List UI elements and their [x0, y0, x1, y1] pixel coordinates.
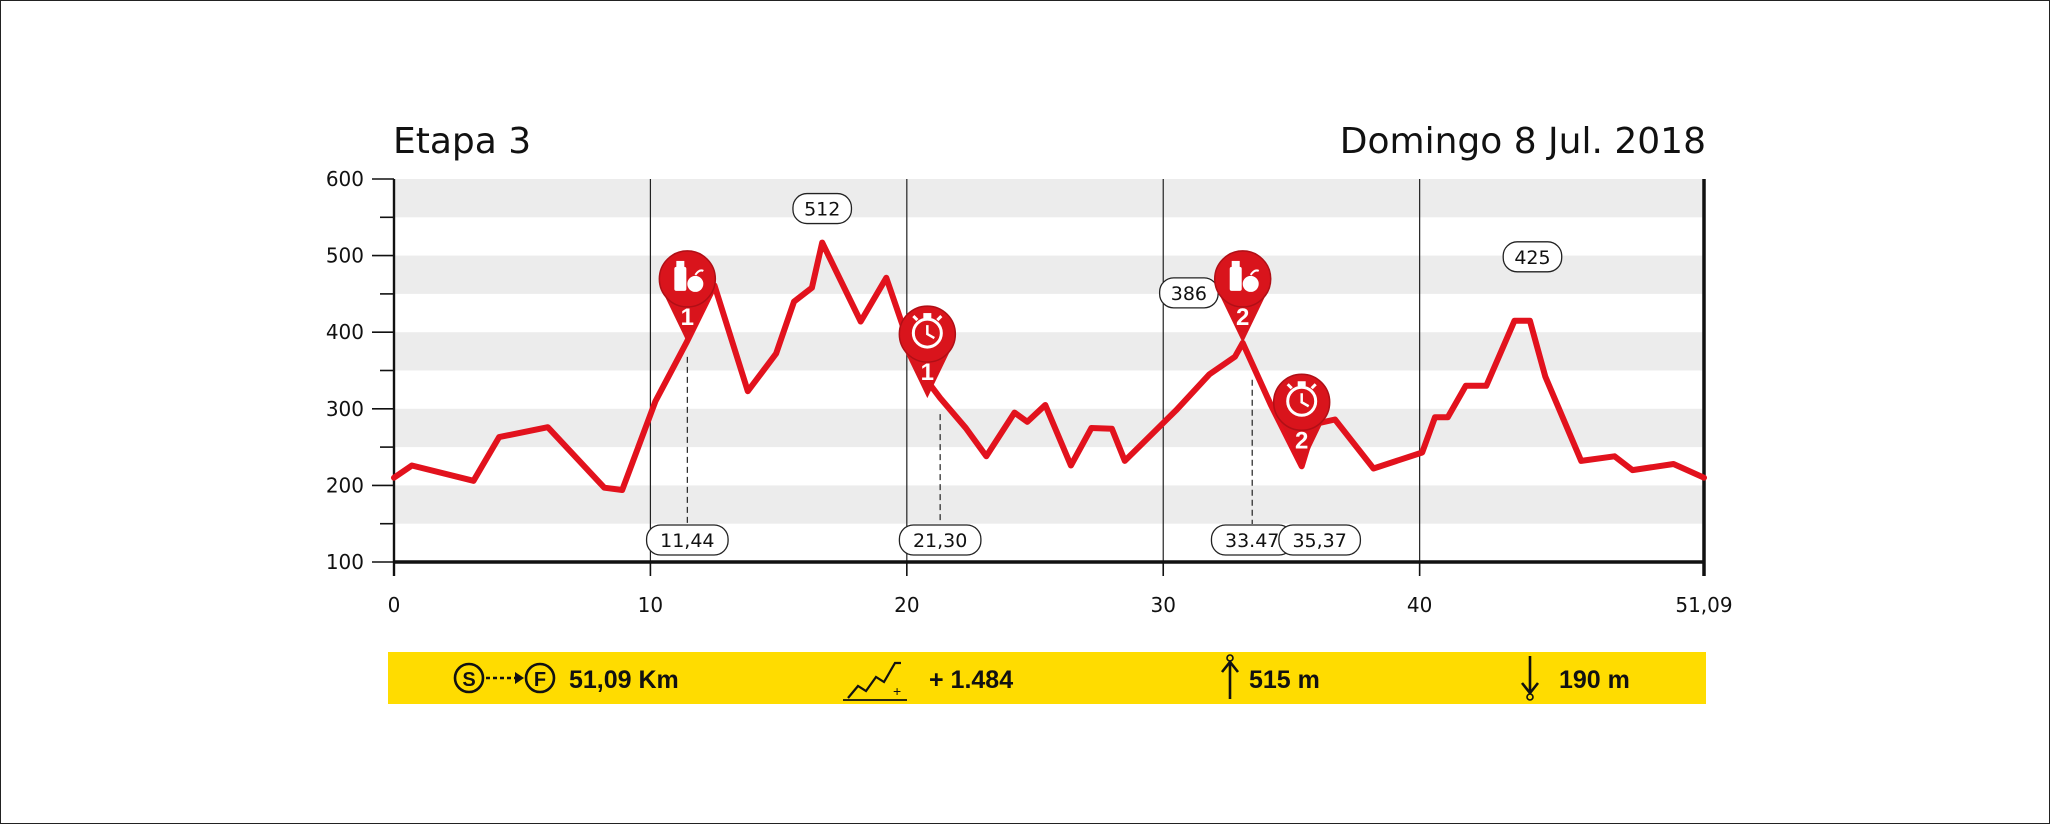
feed-zone-marker: 2: [1213, 250, 1272, 343]
distance-label: 21,30: [898, 524, 982, 556]
axis-ticks: 100 200 300 400 500 600 0 10 20 30 40 51,09: [326, 167, 1733, 617]
svg-text:21,30: 21,30: [913, 530, 967, 552]
y-tick-label: 500: [326, 244, 364, 268]
svg-text:33.47: 33.47: [1225, 530, 1279, 552]
min-altitude-icon: [1520, 656, 1540, 701]
x-tick-label: 40: [1407, 593, 1432, 617]
marker-pin-tail: [1277, 416, 1326, 467]
stopwatch-icon: [1286, 381, 1318, 417]
x-tick-label: 0: [388, 593, 401, 617]
time-check-marker: 1: [898, 305, 957, 399]
peak-labels: 512 386 425: [792, 192, 1563, 309]
peak-altitude-label: 512: [792, 192, 853, 225]
stopwatch-icon: [911, 313, 943, 349]
grid-band: [394, 332, 1704, 371]
route-markers: 1 1 2 2: [658, 250, 1331, 467]
y-tick-label: 100: [326, 550, 364, 574]
y-tick-label: 600: [326, 167, 364, 191]
svg-text:512: 512: [804, 199, 840, 221]
elevation-gain-icon: +: [843, 661, 907, 701]
marker-pin-tail: [1218, 292, 1267, 343]
stage-title: Etapa 3: [393, 121, 531, 162]
km-gridlines: [649, 179, 1421, 562]
max-altitude: 515 m: [1249, 666, 1320, 694]
feed-bottle-apple-icon: [1229, 260, 1260, 292]
marker-number: 1: [681, 304, 694, 331]
svg-text:S: S: [462, 669, 475, 691]
max-altitude-icon: [1220, 654, 1240, 699]
distance-label: 35,37: [1278, 524, 1362, 556]
stats-bar: S F 51,09 Km + + 1.484 515 m 190 m: [388, 652, 1706, 704]
stats-bar-background: [388, 652, 1706, 704]
feed-bottle-apple-icon: [674, 260, 704, 292]
marker-pin-tail: [663, 292, 712, 343]
svg-text:425: 425: [1514, 247, 1550, 269]
svg-text:35,37: 35,37: [1292, 530, 1346, 552]
marker-pin-tail: [903, 348, 952, 399]
distance-label: 11,44: [645, 524, 729, 556]
grid-band: [394, 179, 1704, 218]
y-tick-label: 300: [326, 397, 364, 421]
x-tick-label: 51,09: [1675, 593, 1732, 617]
distance-labels: 11,44 21,30 33.47 35,37: [645, 524, 1362, 556]
stage-date: Domingo 8 Jul. 2018: [1340, 121, 1706, 162]
svg-text:F: F: [534, 669, 546, 691]
grid-band: [394, 485, 1704, 524]
svg-text:+: +: [893, 683, 901, 699]
grid-band: [394, 255, 1704, 294]
y-tick-label: 200: [326, 473, 364, 497]
feed-zone-marker: 1: [658, 250, 717, 343]
elevation-gain: + 1.484: [929, 666, 1013, 694]
marker-number: 1: [921, 359, 934, 386]
marker-pin-head: [658, 250, 717, 308]
peak-altitude-label: 386: [1158, 277, 1219, 309]
x-tick-label: 10: [638, 593, 663, 617]
svg-text:11,44: 11,44: [660, 530, 714, 552]
min-altitude: 190 m: [1559, 666, 1630, 694]
distance-label: 33.47: [1210, 524, 1294, 556]
x-tick-label: 20: [894, 593, 919, 617]
chart-axes: [392, 179, 1706, 576]
svg-text:386: 386: [1171, 283, 1207, 305]
time-check-marker: 2: [1272, 373, 1331, 467]
marker-number: 2: [1295, 427, 1308, 454]
x-tick-label: 30: [1151, 593, 1176, 617]
y-tick-label: 400: [326, 320, 364, 344]
marker-dashed-lines: [686, 356, 1253, 524]
total-distance: 51,09 Km: [569, 666, 679, 694]
background-bands: [394, 179, 1704, 524]
marker-pin-head: [1213, 250, 1272, 308]
start-finish-icon: S F: [453, 662, 556, 694]
marker-number: 2: [1236, 304, 1249, 331]
peak-altitude-label: 425: [1502, 241, 1563, 273]
